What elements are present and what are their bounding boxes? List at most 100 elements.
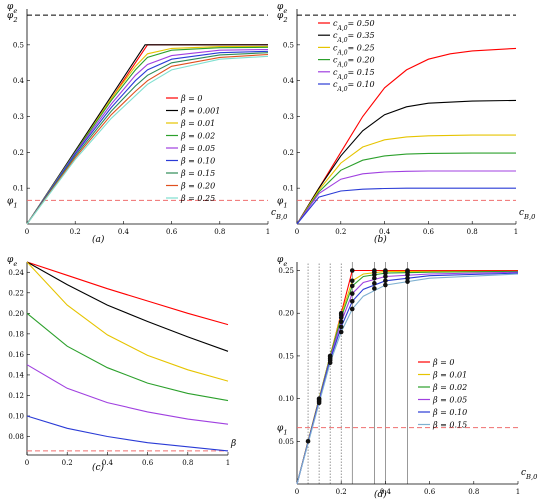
data-point bbox=[327, 360, 333, 366]
series-line bbox=[26, 364, 229, 425]
data-point bbox=[372, 286, 377, 291]
x-tick-label: 0.6 bbox=[166, 228, 178, 236]
x-axis-label: β bbox=[230, 439, 236, 449]
x-tick-label: 0.2 bbox=[62, 459, 73, 467]
y-tick-label: 0.5 bbox=[13, 41, 24, 49]
series-line bbox=[26, 46, 269, 225]
x-tick-label: 0.4 bbox=[102, 459, 114, 467]
x-tick-label: 0.2 bbox=[70, 228, 81, 236]
series-line bbox=[26, 44, 268, 225]
x-tick-label: 0 bbox=[25, 459, 29, 467]
y-tick-label: 0.4 bbox=[13, 77, 25, 85]
panel-label: (d) bbox=[374, 489, 387, 500]
legend-entry: cA,0= 0.20 bbox=[333, 56, 375, 69]
series-line bbox=[296, 187, 516, 225]
series-line bbox=[296, 134, 516, 225]
series-line bbox=[26, 53, 269, 225]
reference-line-label: φ1 bbox=[277, 196, 288, 209]
y-axis-label: φe bbox=[277, 255, 287, 268]
y-tick-label: 0.14 bbox=[8, 371, 24, 379]
x-tick-label: 0.8 bbox=[467, 228, 478, 236]
x-tick-label: 1 bbox=[226, 459, 230, 467]
x-tick-label: 0.4 bbox=[118, 228, 130, 236]
legend-entry: β = 0.001 bbox=[180, 107, 220, 116]
legend-entry: β = 0.15 bbox=[180, 169, 215, 178]
x-tick-label: 0.6 bbox=[423, 228, 435, 236]
series-line bbox=[26, 261, 229, 352]
panel-2: 0 0.2 0.4 0.6 0.8 1 0.1 0.2 0.3 0.4 0.5 φe cB,0 φ2 φ1 c… bbox=[277, 2, 536, 245]
x-tick-label: 0.8 bbox=[182, 459, 193, 467]
series-line bbox=[296, 47, 517, 225]
reference-line-label: φ1 bbox=[7, 196, 18, 209]
legend-entry: β = 0.01 bbox=[180, 119, 215, 128]
y-tick-label: 0.2 bbox=[283, 149, 294, 157]
legend-entry: β = 0.01 bbox=[432, 371, 467, 380]
legend-entry: β = 0.25 bbox=[180, 194, 215, 203]
legend-entry: β = 0.02 bbox=[180, 132, 215, 141]
legend-entry: cA,0= 0.35 bbox=[333, 31, 375, 44]
x-tick-label: 1 bbox=[266, 228, 270, 236]
x-tick-label: 0.6 bbox=[424, 488, 436, 496]
x-tick-label: 1 bbox=[516, 488, 520, 496]
legend-entry: cA,0= 0.10 bbox=[333, 80, 375, 93]
legend-entry: β = 0.20 bbox=[180, 182, 215, 191]
panel-label: (b) bbox=[374, 234, 387, 245]
series-line bbox=[26, 52, 269, 225]
data-point bbox=[405, 275, 410, 281]
series-line bbox=[296, 152, 516, 225]
y-axis-label: φe bbox=[7, 2, 17, 15]
data-point bbox=[383, 278, 388, 284]
series-line bbox=[296, 271, 519, 485]
y-axis-label: φe bbox=[277, 2, 287, 15]
panel-1: 0 0.2 0.4 0.6 0.8 1 0.1 0.2 0.3 0.4 0.5 φe cB,0 φ2 φ1 β… bbox=[7, 2, 288, 245]
x-axis-label: cB,0 bbox=[521, 468, 538, 481]
data-point bbox=[349, 278, 355, 284]
legend-entry: β = 0.02 bbox=[432, 383, 467, 392]
series-line bbox=[296, 99, 517, 225]
x-tick-label: 0.8 bbox=[468, 488, 479, 496]
y-tick-label: 0.12 bbox=[8, 392, 24, 400]
y-tick-label: 0.08 bbox=[8, 433, 24, 441]
x-tick-label: 0 bbox=[295, 228, 299, 236]
data-point bbox=[349, 298, 355, 304]
y-tick-label: 0.15 bbox=[278, 352, 294, 360]
x-tick-label: 1 bbox=[514, 228, 518, 236]
legend-entry: β = 0 bbox=[180, 94, 203, 103]
data-point bbox=[305, 439, 311, 444]
x-tick-label: 0.6 bbox=[142, 459, 154, 467]
y-tick-label: 0.10 bbox=[278, 395, 294, 403]
y-tick-label: 0.25 bbox=[278, 267, 294, 275]
series-line bbox=[26, 44, 268, 225]
data-point bbox=[383, 274, 388, 279]
y-tick-label: 0.3 bbox=[13, 113, 24, 121]
data-point bbox=[349, 268, 355, 273]
y-tick-label: 0.2 bbox=[13, 149, 24, 157]
legend-entry: β = 0 bbox=[432, 358, 455, 367]
y-tick-label: 0.18 bbox=[8, 330, 24, 338]
legend-entry: β = 0.10 bbox=[180, 157, 215, 166]
y-tick-label: 0.1 bbox=[283, 185, 294, 193]
x-tick-label: 0.2 bbox=[335, 228, 346, 236]
y-tick-label: 0.5 bbox=[283, 41, 294, 49]
x-axis-label: cB,0 bbox=[271, 208, 288, 221]
panel-label: (c) bbox=[92, 462, 105, 473]
data-point bbox=[349, 283, 355, 289]
legend-entry: β = 0.10 bbox=[432, 408, 467, 417]
data-point bbox=[383, 282, 388, 288]
data-point bbox=[372, 275, 377, 281]
x-tick-label: 0.4 bbox=[380, 488, 392, 496]
y-tick-label: 0.05 bbox=[278, 438, 294, 446]
series-line bbox=[296, 270, 519, 485]
series-line bbox=[296, 170, 516, 225]
data-point bbox=[349, 306, 355, 312]
y-tick-label: 0.16 bbox=[8, 351, 24, 359]
y-tick-label: 0.10 bbox=[8, 412, 24, 420]
series-line bbox=[26, 48, 269, 225]
data-point bbox=[338, 324, 344, 330]
y-tick-label: 0.20 bbox=[278, 310, 294, 318]
y-tick-label: 0.24 bbox=[8, 269, 24, 277]
y-tick-label: 0.22 bbox=[8, 289, 24, 297]
x-tick-label: 0.4 bbox=[379, 228, 391, 236]
